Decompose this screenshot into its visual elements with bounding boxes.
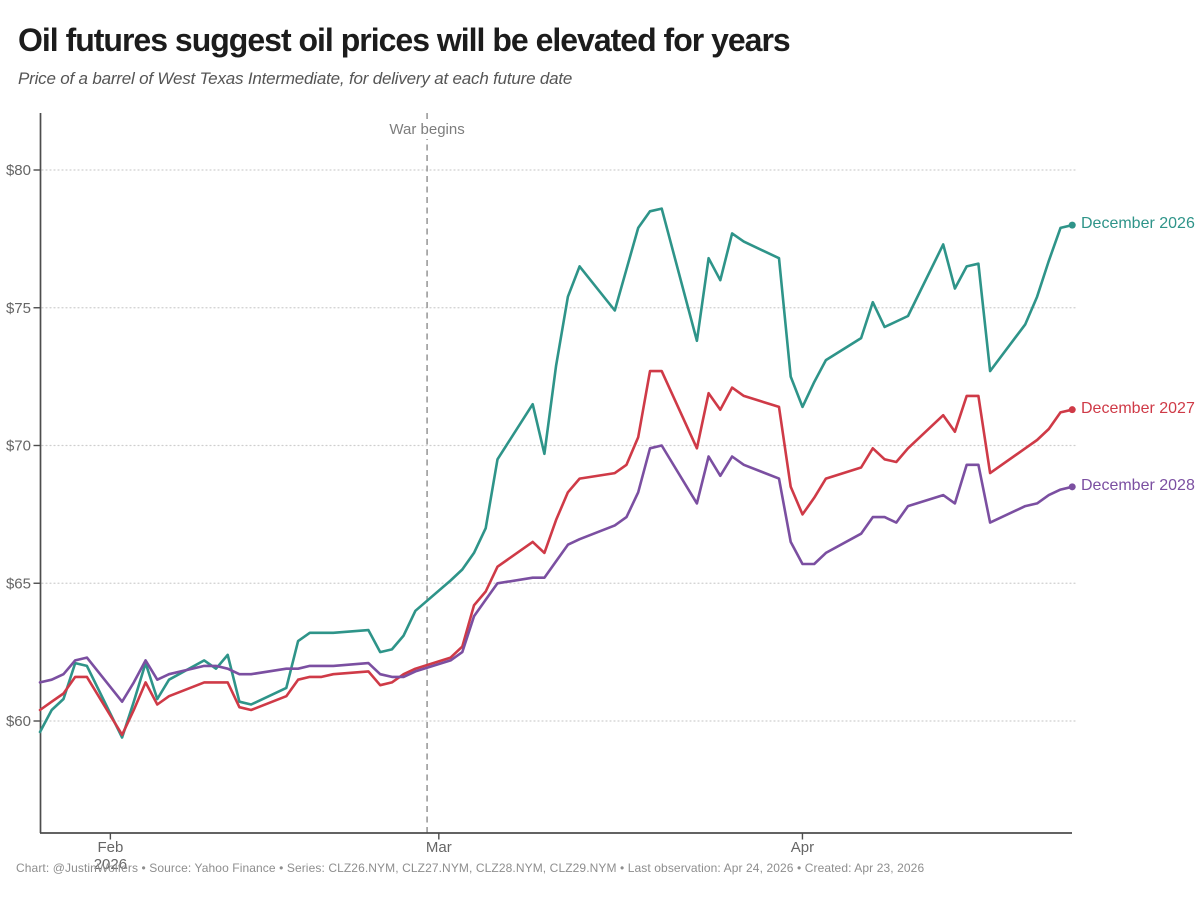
x-tick-sublabel-2026: 2026 bbox=[94, 856, 127, 873]
y-tick-label-80: $80 bbox=[6, 162, 31, 179]
y-tick-label-75: $75 bbox=[6, 300, 31, 317]
series-line-december-2026 bbox=[38, 207, 1074, 739]
series-end-dot-december-2028 bbox=[1068, 483, 1076, 491]
chart-title: Oil futures suggest oil prices will be e… bbox=[18, 22, 791, 58]
chart-subtitle: Price of a barrel of West Texas Intermed… bbox=[18, 69, 573, 88]
x-tick-label-apr: Apr bbox=[791, 839, 814, 856]
series-label-december-2026: December 2026 bbox=[1081, 215, 1195, 233]
series-line-december-2028 bbox=[38, 444, 1074, 704]
x-tick-label-mar: Mar bbox=[426, 839, 452, 856]
war-begins-annotation: War begins bbox=[383, 120, 471, 139]
y-tick-label-70: $70 bbox=[6, 438, 31, 455]
x-tick-label-feb: Feb bbox=[97, 839, 123, 856]
series-label-december-2027: December 2027 bbox=[1081, 399, 1195, 417]
series-line-december-2027 bbox=[38, 369, 1074, 737]
series-end-dot-december-2027 bbox=[1068, 406, 1076, 414]
y-tick-label-65: $65 bbox=[6, 575, 31, 592]
y-tick-label-60: $60 bbox=[6, 713, 31, 730]
series-end-dot-december-2026 bbox=[1068, 221, 1076, 229]
attribution-footer: Chart: @JustinWolfers • Source: Yahoo Fi… bbox=[16, 861, 925, 875]
series-label-december-2028: December 2028 bbox=[1081, 476, 1195, 494]
